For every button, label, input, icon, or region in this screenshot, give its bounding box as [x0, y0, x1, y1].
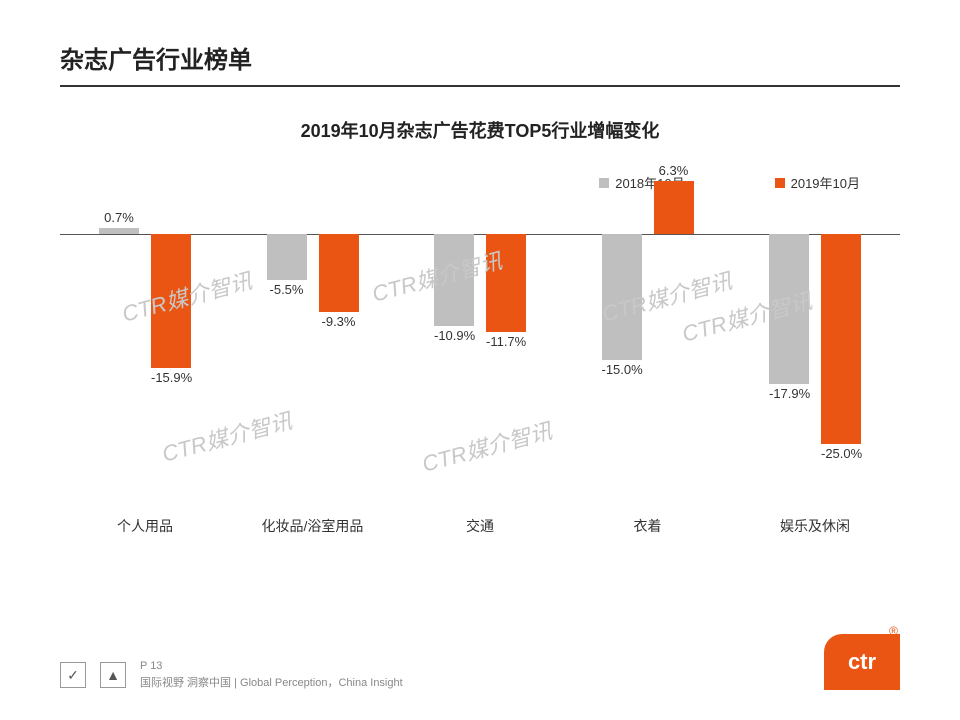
legend-item-2019: 2019年10月 — [775, 173, 860, 192]
legend-swatch-icon — [775, 178, 785, 188]
chart-plot-area: 0.7% -15.9% -5.5% -9.3% -10.9% -11.7% -15.0% 6.… — [60, 204, 900, 504]
bar — [434, 234, 474, 326]
bar-group: -15.0% 6.3% — [573, 204, 723, 504]
bar-value-label: -9.3% — [319, 314, 359, 329]
bar — [486, 234, 526, 332]
footer-tagline: 国际视野 洞察中国 | Global Perception，China Insi… — [140, 674, 403, 690]
bar-value-label: -25.0% — [821, 446, 861, 461]
bar-column: -10.9% — [434, 204, 474, 504]
footer: ✓ ▲ P 13 国际视野 洞察中国 | Global Perception，C… — [60, 624, 900, 690]
x-axis-label: 化妆品/浴室用品 — [238, 516, 388, 536]
bar-value-label: 0.7% — [99, 210, 139, 225]
legend: 2018年10月 2019年10月 — [60, 173, 900, 192]
logo-badge: ctr — [824, 634, 900, 690]
bar — [151, 234, 191, 368]
bar-value-label: 6.3% — [654, 163, 694, 178]
bar-column: -15.0% — [602, 204, 642, 504]
page-number: P 13 — [140, 660, 403, 672]
bar-column: -5.5% — [267, 204, 307, 504]
bar-column: -11.7% — [486, 204, 526, 504]
cert-icon: ✓ — [60, 662, 86, 688]
bar-group: -5.5% -9.3% — [238, 204, 388, 504]
bar-value-label: -15.0% — [602, 362, 642, 377]
bar-column: 6.3% — [654, 204, 694, 504]
cert-icon: ▲ — [100, 662, 126, 688]
page-title: 杂志广告行业榜单 — [60, 40, 900, 75]
bar-column: -25.0% — [821, 204, 861, 504]
legend-label: 2019年10月 — [791, 173, 860, 192]
bar-value-label: -11.7% — [486, 334, 526, 349]
x-axis-labels: 个人用品化妆品/浴室用品交通衣着娱乐及休闲 — [60, 516, 900, 536]
bar — [654, 181, 694, 234]
bar-group: -10.9% -11.7% — [405, 204, 555, 504]
x-axis-label: 衣着 — [573, 516, 723, 536]
bar — [319, 234, 359, 312]
bar-value-label: -5.5% — [267, 282, 307, 297]
bar — [99, 228, 139, 234]
bar-group: -17.9% -25.0% — [740, 204, 890, 504]
bar — [769, 234, 809, 384]
bar-value-label: -15.9% — [151, 370, 191, 385]
bar — [602, 234, 642, 360]
footer-left: ✓ ▲ P 13 国际视野 洞察中国 | Global Perception，C… — [60, 660, 403, 690]
bar — [267, 234, 307, 280]
chart-title: 2019年10月杂志广告花费TOP5行业增幅变化 — [60, 117, 900, 143]
bar-value-label: -17.9% — [769, 386, 809, 401]
ctr-logo: ® ctr — [820, 624, 900, 690]
bar-column: -17.9% — [769, 204, 809, 504]
bar-value-label: -10.9% — [434, 328, 474, 343]
bar-column: -15.9% — [151, 204, 191, 504]
title-row: 杂志广告行业榜单 — [60, 40, 900, 87]
logo-text: ctr — [848, 649, 876, 675]
bar-column: -9.3% — [319, 204, 359, 504]
x-axis-label: 个人用品 — [70, 516, 220, 536]
bar-group: 0.7% -15.9% — [70, 204, 220, 504]
legend-swatch-icon — [599, 178, 609, 188]
x-axis-label: 娱乐及休闲 — [740, 516, 890, 536]
bar — [821, 234, 861, 444]
bar-column: 0.7% — [99, 204, 139, 504]
x-axis-label: 交通 — [405, 516, 555, 536]
